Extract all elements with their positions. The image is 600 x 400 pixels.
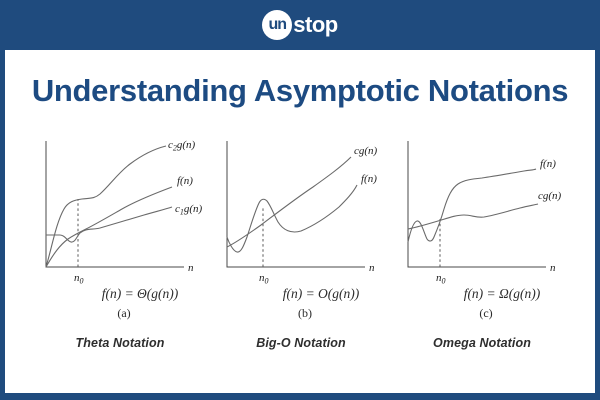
graph-figure-big-o: cg(n) f(n) n n0 f(n) = O(g(n)) (b) Big-O…	[211, 135, 391, 350]
theta-figcaption: f(n) = Θ(g(n)) (a) Theta Notation	[30, 286, 210, 350]
x-axis-label: n	[369, 262, 375, 274]
formula-text: f(n) = O(g(n))	[282, 286, 360, 301]
curve-c1g	[46, 206, 173, 243]
curve-label-f: f(n)	[540, 158, 556, 170]
unstop-logo: un stop	[262, 10, 338, 40]
logo-text: stop	[293, 12, 338, 37]
content-area: Understanding Asymptotic Notations c2g(n…	[5, 50, 595, 393]
omega-figcaption: f(n) = Ω(g(n)) (c) Omega Notation	[392, 286, 572, 350]
header-bar: un stop	[0, 0, 600, 50]
curve-label-cg: cg(n)	[354, 145, 378, 157]
curve-cg	[407, 203, 539, 230]
curve-label-c2g: c2g(n)	[168, 139, 196, 153]
x-axis-label: n	[188, 262, 194, 274]
big-o-figcaption: f(n) = O(g(n)) (b) Big-O Notation	[211, 286, 391, 350]
x-axis-label: n	[550, 262, 556, 274]
graph-figure-theta: c2g(n) f(n) c1g(n) n n0 f(n) = Θ(g(n)) (…	[30, 135, 210, 350]
curve-cg	[226, 156, 352, 248]
curve-label-cg: cg(n)	[538, 190, 562, 202]
curve-f	[45, 186, 173, 268]
graph-figure-omega: f(n) cg(n) n n0 f(n) = Ω(g(n)) (c) Omega…	[392, 135, 572, 350]
curve-c2g	[45, 145, 167, 268]
curve-label-f: f(n)	[361, 173, 377, 185]
graphs-row: c2g(n) f(n) c1g(n) n n0 f(n) = Θ(g(n)) (…	[5, 135, 595, 350]
page-title: Understanding Asymptotic Notations	[31, 73, 569, 108]
figure-letter: (a)	[117, 306, 131, 320]
formula-text: f(n) = Ω(g(n))	[463, 286, 541, 301]
n0-label: n0	[74, 272, 84, 285]
figure-letter: (b)	[298, 306, 312, 320]
figure-caption: Big-O Notation	[256, 336, 346, 350]
curve-f	[226, 184, 358, 253]
footer-bar	[0, 393, 600, 400]
axes-lines	[407, 141, 546, 268]
figure-caption: Omega Notation	[433, 336, 531, 350]
curve-label-f: f(n)	[177, 175, 193, 187]
axes-lines	[45, 141, 184, 268]
axes-lines	[226, 141, 365, 268]
figure-caption: Theta Notation	[75, 336, 165, 350]
figure-letter: (c)	[479, 306, 493, 320]
n0-label: n0	[436, 272, 446, 285]
formula-text: f(n) = Θ(g(n))	[101, 286, 179, 301]
n0-label: n0	[259, 272, 269, 285]
big-o-plot: cg(n) f(n) n n0	[226, 141, 378, 285]
logo-circle-text: un	[268, 16, 287, 33]
curve-label-c1g: c1g(n)	[175, 203, 203, 217]
theta-plot: c2g(n) f(n) c1g(n) n n0	[45, 139, 203, 285]
curve-f	[407, 168, 537, 243]
omega-plot: f(n) cg(n) n n0	[407, 141, 562, 285]
unstop-logo-circle-icon: un	[262, 10, 293, 40]
